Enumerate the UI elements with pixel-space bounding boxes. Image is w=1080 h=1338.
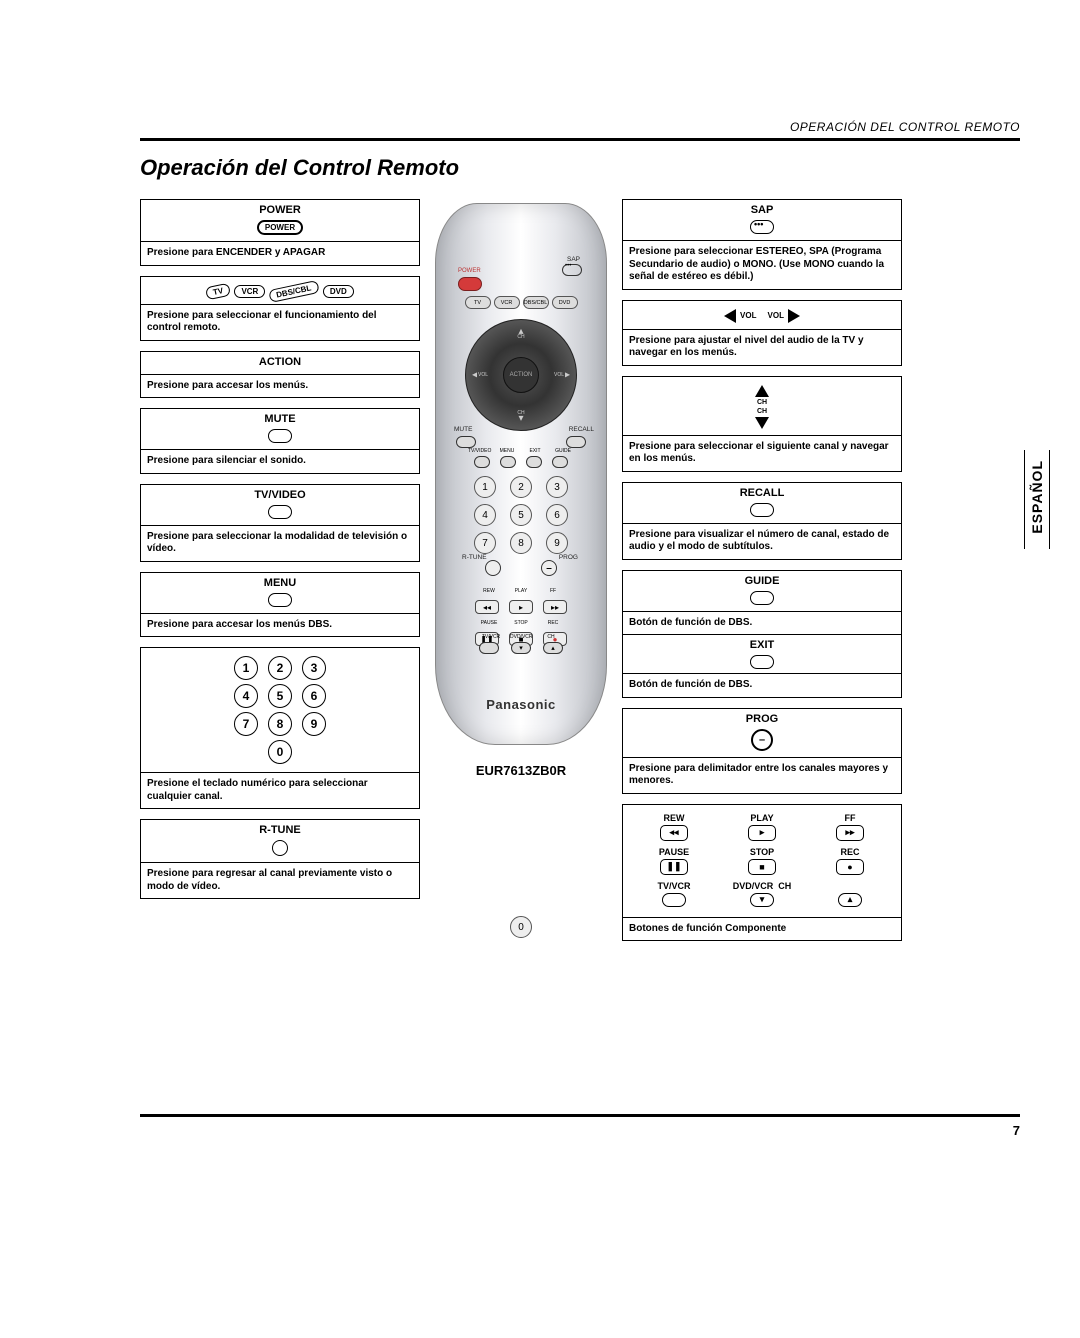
box-desc: Presione para seleccionar el siguiente c… — [623, 436, 901, 471]
recall-button-icon — [566, 436, 586, 448]
box-desc: Presione para visualizar el número de ca… — [623, 524, 901, 559]
callout-box: PROG–Presione para delimitador entre los… — [622, 708, 902, 794]
box-desc: Presione para silenciar el sonido. — [141, 450, 419, 473]
box-desc: Presione para seleccionar ESTEREO, SPA (… — [623, 241, 901, 289]
component-box: REW◂◂PLAY▸FF▸▸PAUSE❚❚STOP■REC●TV/VCRDVD/… — [622, 804, 902, 942]
box-title: MENU — [145, 577, 415, 589]
box-desc: Presione el teclado numérico para selecc… — [141, 773, 419, 808]
callout-box: ACTION Presione para accesar los menús. — [140, 351, 420, 399]
callout-box: RECALL Presione para visualizar el número… — [622, 482, 902, 560]
callout-box: VOL VOLPresione para ajustar el nivel de… — [622, 300, 902, 366]
box-title: POWER — [145, 204, 415, 216]
box-title: RECALL — [627, 487, 897, 499]
callout-box: CHCHPresione para seleccionar el siguien… — [622, 376, 902, 472]
box-desc: Presione para seleccionar el funcionamie… — [141, 305, 419, 340]
callout-box: R-TUNE Presione para regresar al canal pr… — [140, 819, 420, 899]
box-title: PROG — [627, 713, 897, 725]
component-button: REC● — [811, 847, 889, 875]
component-button: REW◂◂ — [635, 813, 713, 841]
box-title: TV/VIDEO — [145, 489, 415, 501]
remote-sap-label: SAP — [567, 256, 580, 263]
running-head: OPERACIÓN DEL CONTROL REMOTO — [140, 120, 1020, 134]
remote-keypad: 123 456 789 — [474, 476, 568, 554]
component-button: PAUSE❚❚ — [635, 847, 713, 875]
power-button-icon — [458, 277, 482, 291]
remote-mode-row: TV VCR DBS/CBL DVD — [436, 296, 606, 309]
component-button: STOP■ — [723, 847, 801, 875]
dpad-icon: CH ▴ VOL ◂ ACTION VOL ▸ CH ▾ — [465, 319, 577, 431]
mute-button-icon — [456, 436, 476, 448]
callout-box: POWERPOWERPresione para ENCENDER y APAGA… — [140, 199, 420, 266]
brand-label: Panasonic — [436, 697, 606, 712]
remote-power-label: POWER — [458, 268, 481, 274]
box-desc: Presione para ENCENDER y APAGAR — [141, 242, 419, 265]
box-desc: Presione para delimitador entre los cana… — [623, 758, 901, 793]
remote-graphic: SAP POWER TV VCR DBS/CBL DVD CH ▴ VOL ◂ … — [435, 203, 607, 745]
box-title: SAP — [627, 204, 897, 216]
center-column: SAP POWER TV VCR DBS/CBL DVD CH ▴ VOL ◂ … — [426, 199, 616, 941]
sap-button-icon — [562, 264, 582, 276]
box-desc: Presione para seleccionar la modalidad d… — [141, 526, 419, 561]
component-button: FF▸▸ — [811, 813, 889, 841]
box-desc: Presione para accesar los menús. — [141, 375, 419, 398]
title-rule — [140, 138, 1020, 141]
box-desc: Presione para regresar al canal previame… — [141, 863, 419, 898]
model-number: EUR7613ZB0R — [476, 763, 566, 778]
box-title: R-TUNE — [145, 824, 415, 836]
callout-box: TV/VIDEO Presione para seleccionar la mod… — [140, 484, 420, 562]
callout-box: MENU Presione para accesar los menús DBS. — [140, 572, 420, 638]
callout-box: 1234567890Presione el teclado numérico p… — [140, 647, 420, 809]
page-number: 7 — [140, 1123, 1020, 1138]
callout-box: SAP•••Presione para seleccionar ESTEREO,… — [622, 199, 902, 290]
box-title: ACTION — [145, 356, 415, 368]
left-column: POWERPOWERPresione para ENCENDER y APAGA… — [140, 199, 420, 941]
language-tab: ESPAÑOL — [1024, 450, 1050, 549]
box-title: MUTE — [145, 413, 415, 425]
page-title: Operación del Control Remoto — [140, 155, 1020, 181]
box-desc: Presione para ajustar el nivel del audio… — [623, 330, 901, 365]
box-desc: Presione para accesar los menús DBS. — [141, 614, 419, 637]
footer-rule — [140, 1114, 1020, 1117]
component-button: PLAY▸ — [723, 813, 801, 841]
right-column: SAP•••Presione para seleccionar ESTEREO,… — [622, 199, 902, 941]
callout-box: TVVCRDBS/CBLDVDPresione para seleccionar… — [140, 276, 420, 341]
callout-box-stack: GUIDEBotón de función de DBS.EXITBotón d… — [622, 570, 902, 698]
callout-box: MUTE Presione para silenciar el sonido. — [140, 408, 420, 474]
